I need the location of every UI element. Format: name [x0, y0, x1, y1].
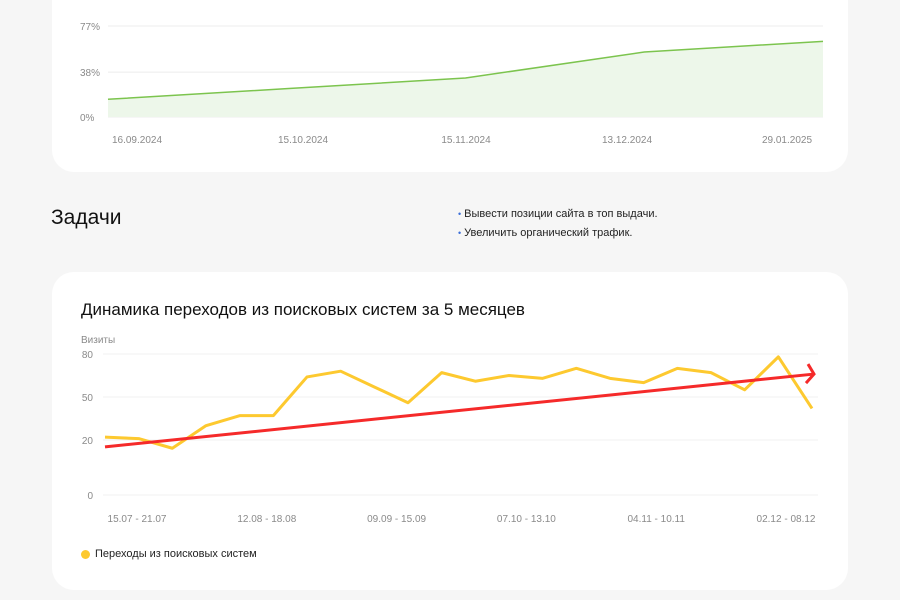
x-tick-label: 13.12.2024 — [602, 135, 652, 146]
x-tick-label: 07.10 - 13.10 — [497, 514, 556, 525]
tasks-list: • Вывести позиции сайта в топ выдачи. • Ув… — [458, 206, 658, 244]
x-tick-label: 15.11.2024 — [441, 135, 491, 146]
chart-title: Динамика переходов из поисковых систем з… — [81, 300, 525, 319]
trend-arrow-icon — [804, 363, 816, 385]
x-tick-label: 16.09.2024 — [112, 135, 162, 146]
legend-swatch — [81, 549, 90, 559]
trend-line — [104, 372, 815, 449]
chart-legend: Переходы из поисковых систем — [81, 548, 257, 560]
y-tick-label: 77% — [80, 22, 100, 33]
tasks-heading: Задачи — [51, 206, 122, 229]
area-fill — [108, 41, 823, 118]
y-tick-label: 50 — [82, 393, 94, 404]
y-tick-label: 0% — [80, 113, 95, 124]
x-tick-label: 02.12 - 08.12 — [757, 514, 816, 525]
y-tick-label: 20 — [82, 436, 94, 447]
y-tick-label: 38% — [80, 68, 100, 79]
x-tick-label: 15.07 - 21.07 — [108, 514, 167, 525]
x-tick-label: 04.11 - 10.11 — [627, 514, 685, 525]
task-item: • Вывести позиции сайта в топ выдачи. — [458, 208, 658, 220]
series-line — [104, 355, 814, 450]
bullet-icon: • — [458, 228, 462, 238]
x-tick-label: 15.10.2024 — [278, 135, 328, 146]
x-tick-label: 29.01.2025 — [762, 135, 812, 146]
y-axis-label: Визиты — [81, 335, 115, 346]
traffic-chart-card — [52, 272, 848, 590]
y-tick-label: 0 — [87, 491, 93, 502]
x-tick-label: 09.09 - 15.09 — [367, 514, 426, 525]
y-tick-label: 80 — [82, 350, 94, 361]
task-item: • Увеличить органический трафик. — [458, 227, 633, 239]
legend-label[interactable]: Переходы из поисковых систем — [95, 548, 257, 560]
bullet-icon: • — [458, 209, 462, 219]
x-tick-label: 12.08 - 18.08 — [237, 514, 296, 525]
